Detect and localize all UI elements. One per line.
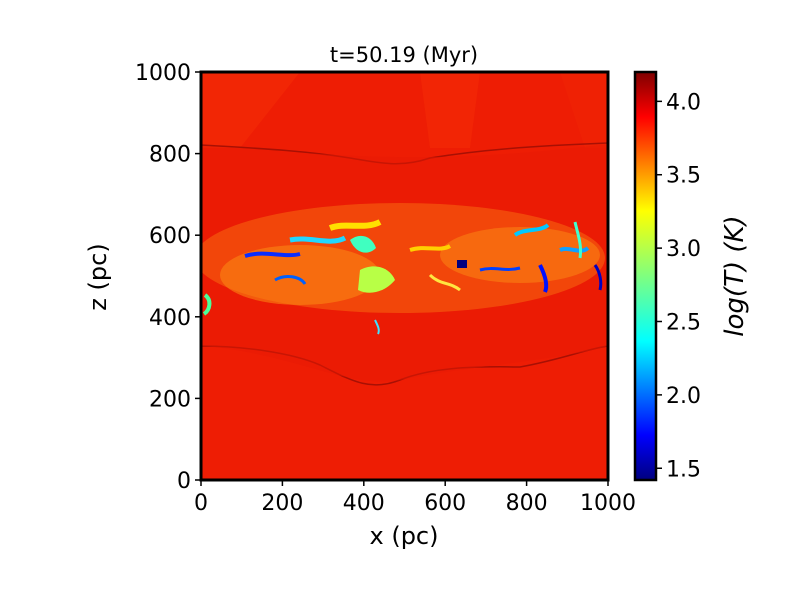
colorbar-label: log(T) (K) <box>720 215 750 336</box>
colorbar <box>633 70 658 482</box>
colorbar-tick-label: 4.0 <box>666 90 701 115</box>
x-tick-label: 0 <box>194 491 208 516</box>
colorbar-ticks: 1.5 2.0 2.5 3.0 3.5 4.0 <box>656 90 701 482</box>
x-tick-label: 400 <box>343 491 385 516</box>
y-tick-label: 1000 <box>135 61 191 86</box>
cold-filament <box>538 264 549 293</box>
cold-filament <box>202 293 212 316</box>
colorbar-tick-label: 1.5 <box>666 457 701 482</box>
cold-filament <box>479 266 521 272</box>
y-tick-label: 600 <box>149 224 191 249</box>
cold-filament <box>374 319 380 335</box>
cold-filament <box>289 235 347 244</box>
y-tick-label: 0 <box>177 469 191 494</box>
plot-frame <box>199 70 610 482</box>
cold-filament <box>573 221 582 259</box>
hot-streak <box>201 72 300 148</box>
warm-band <box>440 227 600 283</box>
y-tick-label: 800 <box>149 143 191 168</box>
y-axis-ticks: 0 200 400 600 800 1000 <box>135 61 201 494</box>
x-tick-label: 800 <box>506 491 548 516</box>
colorbar-tick-label: 3.0 <box>666 237 701 262</box>
x-axis-ticks: 0 200 400 600 800 1000 <box>194 480 636 516</box>
warm-filament <box>328 219 382 231</box>
y-tick-label: 200 <box>149 387 191 412</box>
cold-filament <box>513 223 550 237</box>
warm-filament <box>409 244 452 252</box>
x-tick-label: 600 <box>424 491 466 516</box>
cool-clump <box>350 235 376 253</box>
x-tick-label: 200 <box>261 491 303 516</box>
hot-streak <box>560 72 608 148</box>
x-tick-label: 1000 <box>580 491 636 516</box>
cold-filament <box>593 264 603 291</box>
coldest-clump <box>457 260 467 268</box>
warm-band <box>220 245 380 305</box>
warm-filament <box>428 273 461 292</box>
cold-filament <box>244 251 301 258</box>
x-axis-label: x (pc) <box>370 522 439 550</box>
cold-filament <box>274 275 307 285</box>
colorbar-tick-label: 2.5 <box>666 310 701 335</box>
cold-filament <box>559 246 590 253</box>
heatmap <box>201 72 608 480</box>
colorbar-tick-label: 2.0 <box>666 384 701 409</box>
colorbar-tick-label: 3.5 <box>666 164 701 189</box>
cool-clump <box>358 266 395 293</box>
hot-streak <box>420 72 480 148</box>
chart-title: t=50.19 (Myr) <box>330 43 478 67</box>
y-axis-label: z (pc) <box>84 243 112 310</box>
y-tick-label: 400 <box>149 306 191 331</box>
